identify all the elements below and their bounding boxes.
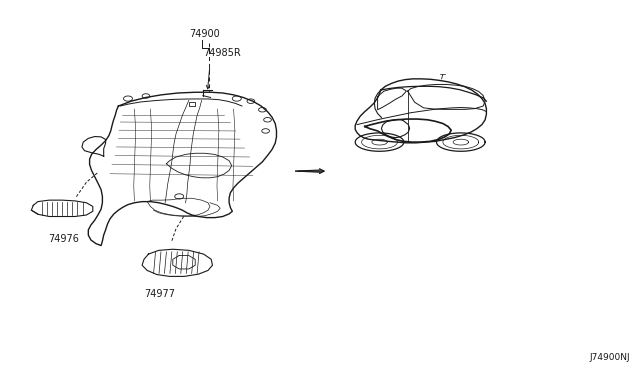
Text: 74900: 74900 bbox=[189, 29, 220, 39]
Text: 74985R: 74985R bbox=[204, 48, 241, 58]
Text: J74900NJ: J74900NJ bbox=[590, 353, 630, 362]
Text: 74977: 74977 bbox=[144, 289, 175, 299]
Text: 74976: 74976 bbox=[48, 234, 79, 244]
